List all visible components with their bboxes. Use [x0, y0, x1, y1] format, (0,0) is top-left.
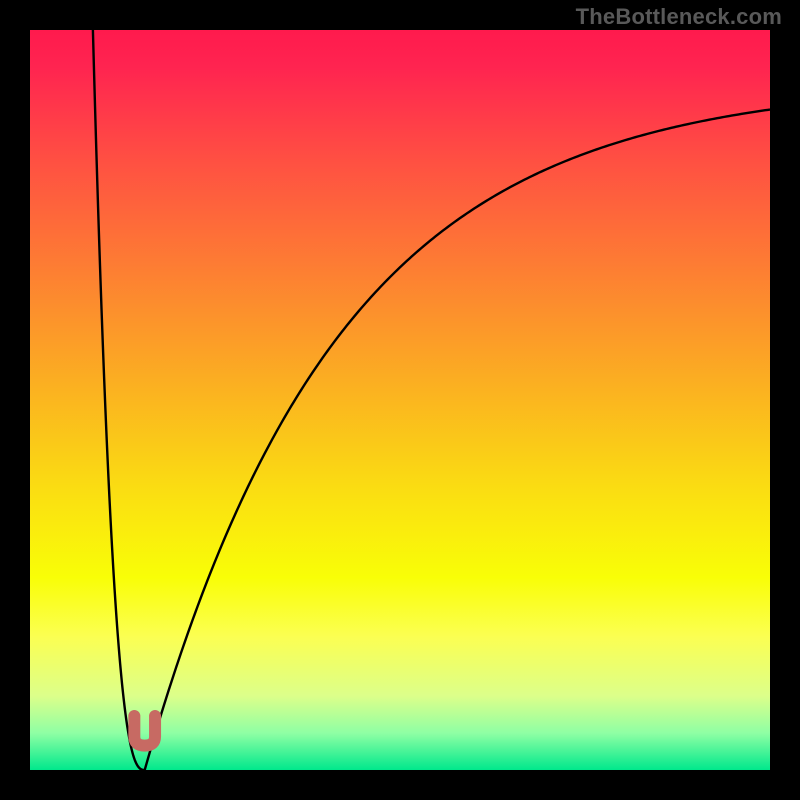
chart-frame: TheBottleneck.com	[0, 0, 800, 800]
bottleneck-chart-svg	[0, 0, 800, 800]
watermark-text: TheBottleneck.com	[576, 4, 782, 30]
gradient-background	[30, 30, 770, 770]
